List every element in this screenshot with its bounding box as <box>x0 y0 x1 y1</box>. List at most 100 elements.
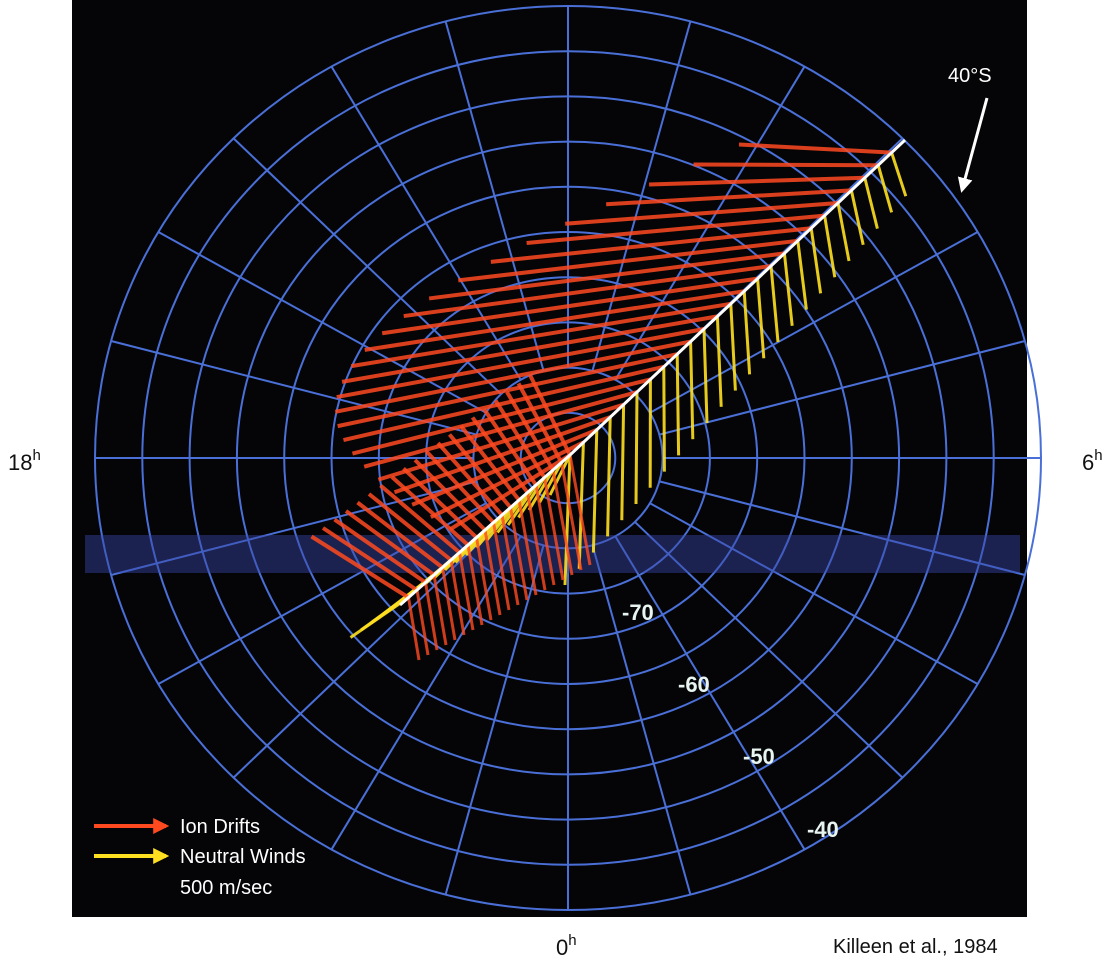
ion-drift <box>310 534 410 600</box>
meridian <box>157 231 487 414</box>
ion-drift <box>565 201 839 226</box>
ion-drift <box>458 552 475 631</box>
ion-drift <box>393 415 611 495</box>
meridian <box>110 340 477 436</box>
meridian <box>232 137 502 395</box>
meridian <box>157 502 487 685</box>
meridian <box>659 480 1026 576</box>
ion-drift <box>367 492 453 562</box>
ion-drift <box>441 567 457 641</box>
legend: Ion Drifts Neutral Winds 500 m/sec <box>94 816 306 899</box>
ion-drift <box>356 500 444 570</box>
ion-drift <box>505 390 555 472</box>
ion-drift <box>458 238 799 283</box>
ion-drift <box>482 407 538 487</box>
ion-drift <box>517 499 538 596</box>
neutral-wind <box>836 202 851 262</box>
ion-drift <box>493 399 547 479</box>
neutral-wind <box>563 454 572 586</box>
hour-number: 0 <box>556 935 568 960</box>
latitude-labels: -70 -60 -50 -40 <box>622 600 839 842</box>
ion-drift <box>407 597 421 661</box>
neutral-wind <box>769 265 780 343</box>
meridian <box>659 340 1026 436</box>
ion-drift <box>693 162 879 168</box>
lat-label: -50 <box>743 744 775 769</box>
neutral-wind <box>890 152 908 197</box>
meridian <box>634 521 904 779</box>
ion-drift <box>424 582 439 651</box>
neutral-wind <box>577 442 585 569</box>
neutral-wind <box>548 454 572 496</box>
ion-drift <box>534 484 556 586</box>
ion-drift <box>411 427 598 507</box>
ion-drift <box>738 142 892 155</box>
ion-drift <box>363 390 638 469</box>
hour-label: 6h <box>1082 447 1103 475</box>
neutral-wind <box>823 215 837 278</box>
neutral-wind <box>620 404 626 521</box>
meridian <box>330 66 522 381</box>
ion-drift <box>528 374 572 456</box>
ion-drift <box>447 433 513 509</box>
ion-drift <box>321 526 419 592</box>
ion-drift <box>459 424 521 502</box>
legend-label: Ion Drifts <box>180 816 260 838</box>
ion-drift <box>526 213 825 245</box>
ion-drift <box>425 450 495 524</box>
ion-drift <box>413 458 487 532</box>
neutral-wind <box>662 366 666 472</box>
ion-drift <box>466 544 484 626</box>
neutral-wind <box>349 596 410 639</box>
neutral-wind <box>849 190 865 246</box>
meridian <box>330 535 522 850</box>
ion-drift <box>500 514 520 606</box>
legend-scale: 500 m/sec <box>180 877 272 899</box>
ion-drift <box>516 382 564 464</box>
meridian <box>444 545 545 895</box>
ion-drift <box>475 537 493 621</box>
neutral-wind <box>782 253 794 326</box>
neutral-wind <box>689 341 695 440</box>
ion-drift <box>379 483 461 555</box>
lat-label: -40 <box>807 817 839 842</box>
neutral-wind <box>729 303 737 391</box>
ion-drift <box>415 589 430 656</box>
ion-drift <box>377 402 625 482</box>
neutral-wind <box>756 278 766 359</box>
ion-drift <box>428 251 785 301</box>
ion-drift <box>402 467 478 539</box>
meridian <box>614 535 806 850</box>
meridian <box>591 545 692 895</box>
ion-drift <box>543 477 565 581</box>
neutral-wind <box>702 328 709 424</box>
ion-drift <box>351 377 651 456</box>
ion-drift <box>403 264 772 319</box>
ion-drift <box>381 276 758 336</box>
legend-label: Neutral Winds <box>180 846 306 868</box>
neutral-wind <box>675 354 681 456</box>
neutral-wind <box>606 417 612 537</box>
ion-drift <box>333 517 427 585</box>
ion-drift <box>432 574 448 646</box>
ion-drift <box>649 175 865 187</box>
ion-drift <box>526 492 547 591</box>
ion-drift <box>364 289 745 352</box>
ion-drift <box>560 462 583 571</box>
ion-drift <box>492 522 511 611</box>
ion-drift <box>449 559 466 636</box>
ion-drift <box>343 364 665 442</box>
hour-label: 18h <box>8 447 41 475</box>
ion-drift <box>390 475 470 547</box>
ion-drift <box>336 327 705 400</box>
neutral-wind <box>634 391 639 505</box>
neutral-wind <box>538 461 563 504</box>
neutral-wind <box>591 429 599 553</box>
ion-drift <box>344 509 436 577</box>
marker-arrow <box>957 97 989 193</box>
neutral-wind <box>876 164 894 213</box>
ion-drift <box>509 507 529 601</box>
hour-label: 0h <box>556 932 577 960</box>
ion-drift <box>490 226 812 264</box>
